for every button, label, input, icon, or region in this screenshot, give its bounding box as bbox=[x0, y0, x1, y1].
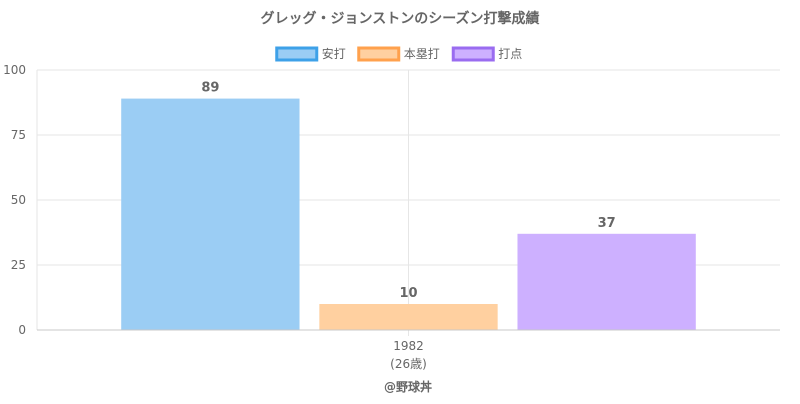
bar-安打-1982 bbox=[121, 98, 300, 330]
legend-swatch bbox=[451, 46, 495, 62]
data-label: 10 bbox=[399, 286, 417, 301]
data-label: 89 bbox=[201, 81, 219, 96]
legend-label: 打点 bbox=[498, 47, 522, 61]
legend-swatch bbox=[275, 46, 319, 62]
y-tick-label: 25 bbox=[11, 258, 26, 272]
y-tick-label: 0 bbox=[18, 323, 26, 337]
value-labels: 89 10 37 bbox=[201, 81, 615, 301]
y-tick-label: 50 bbox=[11, 193, 26, 207]
bars bbox=[121, 98, 696, 330]
data-label: 37 bbox=[598, 216, 616, 231]
y-tick-label: 75 bbox=[11, 128, 26, 142]
x-tick-sublabel: (26歳) bbox=[390, 357, 427, 371]
legend: 安打 本塁打 打点 bbox=[275, 46, 522, 62]
legend-label: 本塁打 bbox=[404, 47, 440, 61]
y-axis: 0 25 50 75 100 bbox=[3, 63, 26, 337]
y-tick-label: 100 bbox=[3, 63, 26, 77]
watermark: @野球丼 bbox=[384, 379, 432, 394]
bar-打点-1982 bbox=[517, 233, 696, 330]
legend-label: 安打 bbox=[322, 46, 346, 61]
legend-swatch bbox=[357, 46, 401, 62]
bar-本塁打-1982 bbox=[319, 304, 498, 330]
x-tick-label: 1982 bbox=[393, 339, 424, 353]
chart-title: グレッグ・ジョンストンのシーズン打撃成績 bbox=[260, 10, 539, 27]
x-axis: 1982 (26歳) bbox=[37, 329, 780, 371]
